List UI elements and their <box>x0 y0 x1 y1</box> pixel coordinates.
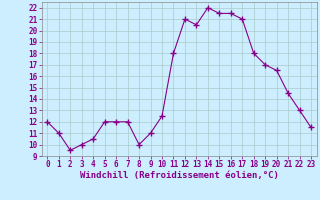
X-axis label: Windchill (Refroidissement éolien,°C): Windchill (Refroidissement éolien,°C) <box>80 171 279 180</box>
